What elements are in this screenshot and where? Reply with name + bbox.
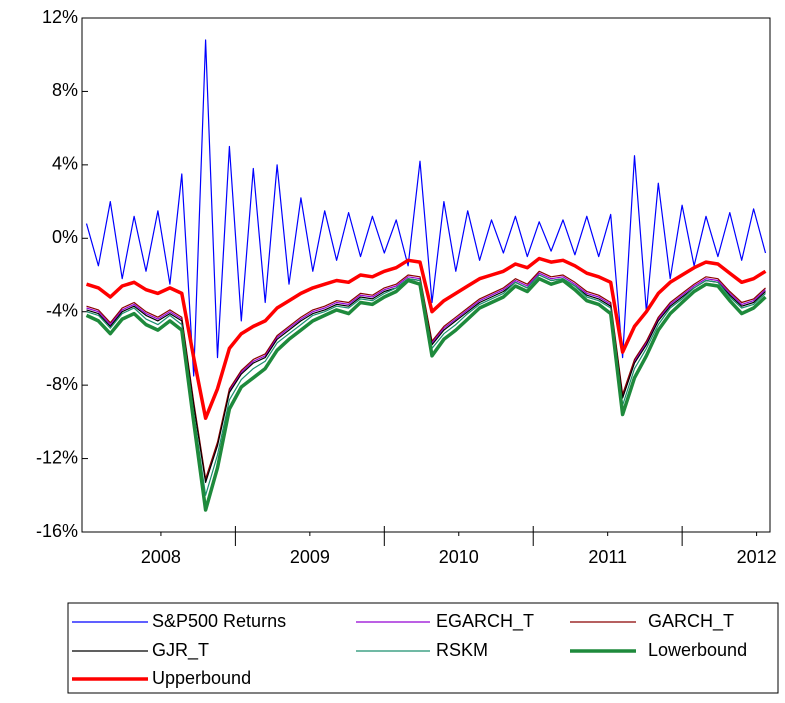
- y-tick-label: 4%: [52, 154, 78, 174]
- x-tick-label: 2012: [737, 547, 777, 567]
- series-line: [85, 276, 767, 512]
- legend-label: GARCH_T: [648, 611, 734, 632]
- y-tick-label: -12%: [36, 447, 78, 467]
- series-line: [85, 39, 767, 377]
- legend-label: Upperbound: [152, 668, 251, 688]
- y-tick-label: -4%: [46, 300, 78, 320]
- x-tick-label: 2011: [588, 547, 627, 567]
- legend-label: S&P500 Returns: [152, 611, 286, 631]
- y-tick-label: -16%: [36, 521, 78, 541]
- x-tick-label: 2008: [141, 547, 181, 567]
- y-tick-label: 8%: [52, 80, 78, 100]
- plot-frame: [81, 17, 771, 533]
- legend-box: [67, 602, 779, 694]
- x-tick-label: 2010: [439, 547, 479, 567]
- series-line: [85, 256, 767, 420]
- y-tick-label: -8%: [46, 374, 78, 394]
- y-tick-label: 12%: [42, 7, 78, 27]
- legend-label: Lowerbound: [648, 640, 747, 660]
- x-tick-label: 2009: [290, 547, 330, 567]
- legend-label: GJR_T: [152, 640, 209, 661]
- y-tick-label: 0%: [52, 227, 78, 247]
- legend-label: RSKM: [436, 640, 488, 660]
- legend-label: EGARCH_T: [436, 611, 534, 632]
